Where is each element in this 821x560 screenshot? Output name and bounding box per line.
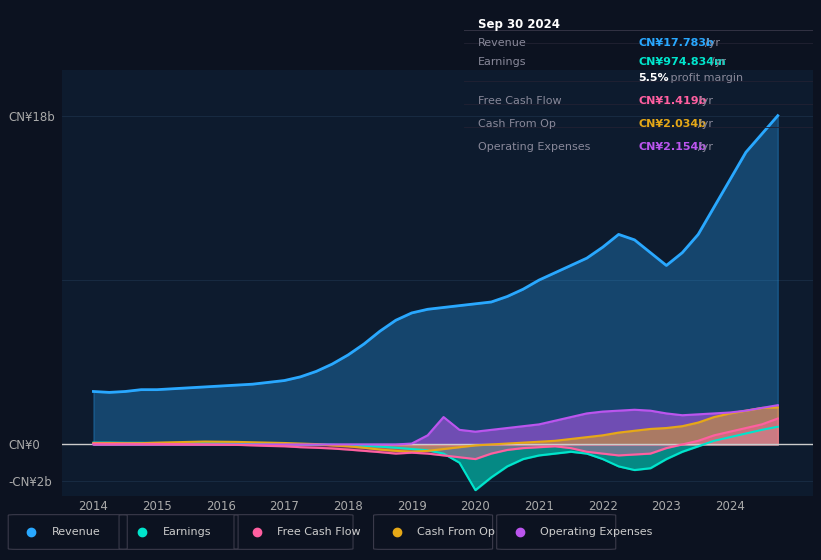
- Text: Operating Expenses: Operating Expenses: [478, 142, 590, 152]
- Text: 5.5%: 5.5%: [639, 73, 669, 83]
- Text: Operating Expenses: Operating Expenses: [540, 527, 653, 537]
- Text: CN¥974.834m: CN¥974.834m: [639, 57, 726, 67]
- Text: CN¥2.034b: CN¥2.034b: [639, 119, 706, 129]
- Text: /yr: /yr: [699, 96, 713, 106]
- Text: Cash From Op: Cash From Op: [417, 527, 495, 537]
- Text: /yr: /yr: [699, 142, 713, 152]
- Text: Revenue: Revenue: [52, 527, 100, 537]
- Text: /yr: /yr: [711, 57, 726, 67]
- Text: CN¥17.783b: CN¥17.783b: [639, 38, 714, 48]
- Text: /yr: /yr: [704, 38, 720, 48]
- Text: CN¥1.419b: CN¥1.419b: [639, 96, 707, 106]
- Text: Sep 30 2024: Sep 30 2024: [478, 18, 560, 31]
- Text: Revenue: Revenue: [478, 38, 526, 48]
- Text: profit margin: profit margin: [667, 73, 743, 83]
- Text: Cash From Op: Cash From Op: [478, 119, 556, 129]
- Text: Free Cash Flow: Free Cash Flow: [478, 96, 562, 106]
- Text: Earnings: Earnings: [478, 57, 526, 67]
- Text: Earnings: Earnings: [163, 527, 211, 537]
- Text: /yr: /yr: [699, 119, 713, 129]
- Text: CN¥2.154b: CN¥2.154b: [639, 142, 707, 152]
- Text: Free Cash Flow: Free Cash Flow: [277, 527, 361, 537]
